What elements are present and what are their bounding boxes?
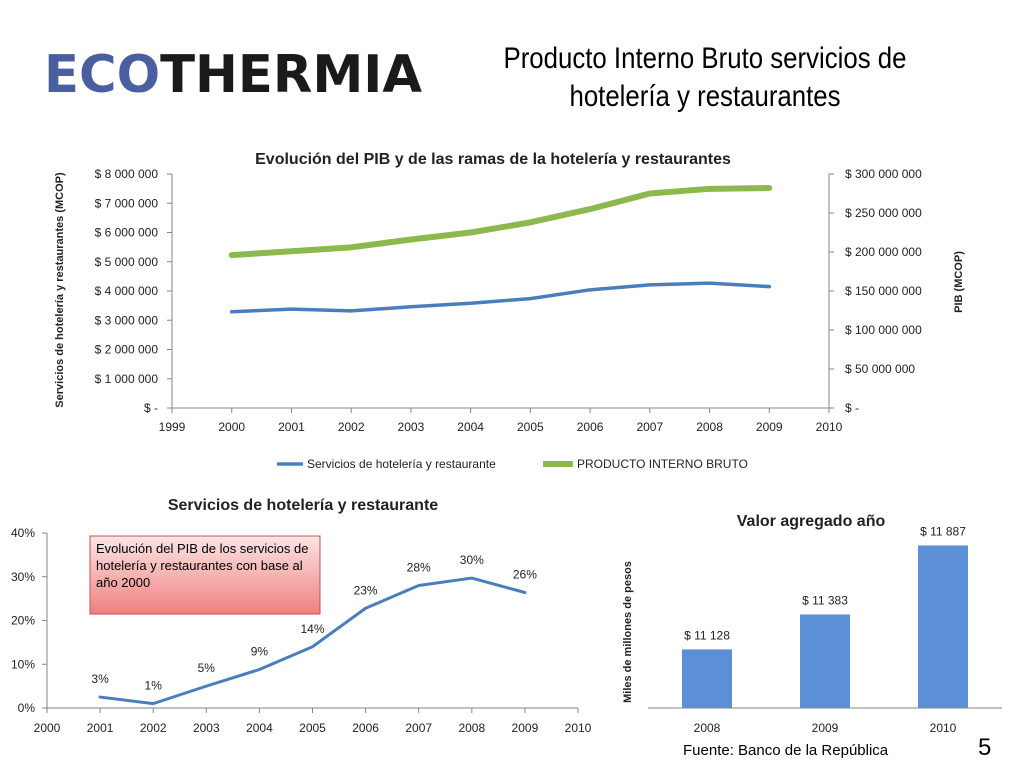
data-label: 5% (198, 661, 216, 675)
x-tick-label: 2004 (246, 721, 273, 735)
y-tick-label: $ 2 000 000 (95, 343, 159, 357)
x-tick-label: 2002 (140, 721, 167, 735)
data-label: 14% (300, 622, 324, 636)
data-label: 30% (460, 553, 484, 567)
logo-eco-text: ECO (44, 45, 160, 105)
x-tick-label: 2001 (87, 721, 114, 735)
y-tick-label: $ 8 000 000 (95, 167, 159, 181)
page-number: 5 (978, 734, 992, 761)
slide-title: Producto Interno Bruto servicios de hote… (503, 42, 907, 113)
y2-tick-label: $ 100 000 000 (845, 323, 922, 337)
x-tick-label: 2004 (457, 420, 484, 434)
chart-title: Evolución del PIB y de las ramas de la h… (255, 151, 731, 168)
x-tick-label: 2009 (812, 721, 839, 735)
x-tick-label: 2005 (517, 420, 544, 434)
y-tick-label: 0% (18, 701, 36, 715)
x-tick-label: 2001 (278, 420, 305, 434)
annotation-box (89, 535, 321, 615)
data-label: 9% (251, 645, 269, 659)
y-tick-label: 20% (11, 614, 35, 628)
legend-label: Servicios de hotelería y restaurante (307, 457, 496, 471)
logo-thermia-text: THERMIA (160, 45, 422, 105)
x-tick-label: 2003 (193, 721, 220, 735)
y2-tick-label: $ 150 000 000 (845, 284, 922, 298)
y-tick-label: $ 5 000 000 (95, 255, 159, 269)
chart-title: Valor agregado año (737, 513, 886, 530)
y-tick-label: $ 1 000 000 (95, 372, 159, 386)
x-tick-label: 2010 (565, 721, 592, 735)
y-axis-label: Miles de millones de pesos (622, 561, 634, 703)
ecothermia-logo: ECOTHERMIA (44, 45, 422, 105)
x-tick-label: 2000 (34, 721, 61, 735)
x-tick-label: 2009 (756, 420, 783, 434)
x-tick-label: 2010 (816, 420, 843, 434)
y-tick-label: $ 7 000 000 (95, 196, 159, 210)
x-tick-label: 2003 (398, 420, 425, 434)
y2-tick-label: $ - (845, 401, 859, 415)
x-tick-label: 2008 (458, 721, 485, 735)
x-tick-label: 2008 (696, 420, 723, 434)
y-tick-label: $ 3 000 000 (95, 313, 159, 327)
annotation-text: Evolución del PIB de los servicios de ho… (96, 541, 309, 590)
y-axis-label: Servicios de hotelería y restaurantes (M… (54, 172, 66, 408)
y2-axis-label: PIB (MCOP) (953, 251, 965, 313)
bar (918, 545, 968, 708)
y-tick-label: $ 4 000 000 (95, 284, 159, 298)
bar (682, 649, 732, 708)
data-label: 28% (407, 561, 431, 575)
x-tick-label: 2007 (636, 420, 663, 434)
y2-tick-label: $ 250 000 000 (845, 206, 922, 220)
data-label: 23% (354, 583, 378, 597)
y-tick-label: $ - (144, 401, 158, 415)
x-tick-label: 2010 (930, 721, 957, 735)
x-tick-label: 2006 (352, 721, 379, 735)
x-tick-label: 2008 (694, 721, 721, 735)
y-tick-label: $ 6 000 000 (95, 226, 159, 240)
data-label: $ 11 383 (802, 593, 848, 607)
x-tick-label: 2000 (218, 420, 245, 434)
x-tick-label: 2007 (405, 721, 432, 735)
source-note: Fuente: Banco de la República (683, 742, 889, 759)
data-label: $ 11 128 (684, 628, 730, 642)
series-line-pib (228, 185, 773, 259)
x-tick-label: 2002 (338, 420, 365, 434)
y-tick-label: 10% (11, 657, 35, 671)
legend-label: PRODUCTO INTERNO BRUTO (577, 457, 748, 471)
series-line-hoteleria (229, 281, 772, 314)
y-tick-label: 30% (11, 570, 35, 584)
series-line (98, 576, 527, 706)
data-label: 3% (91, 672, 109, 686)
chart-title: Servicios de hotelería y restaurante (168, 497, 438, 514)
x-tick-label: 2009 (512, 721, 539, 735)
bar (800, 614, 850, 708)
x-tick-label: 2006 (577, 420, 604, 434)
y2-tick-label: $ 300 000 000 (845, 167, 922, 181)
x-tick-label: 2005 (299, 721, 326, 735)
data-label: 1% (145, 679, 163, 693)
svg-text:ECOTHERMIA: ECOTHERMIA (44, 45, 422, 105)
y2-tick-label: $ 50 000 000 (845, 362, 915, 376)
y2-tick-label: $ 200 000 000 (845, 245, 922, 259)
y-tick-label: 40% (11, 526, 35, 540)
data-label: 26% (513, 568, 537, 582)
x-tick-label: 1999 (159, 420, 186, 434)
data-label: $ 11 887 (920, 524, 966, 538)
